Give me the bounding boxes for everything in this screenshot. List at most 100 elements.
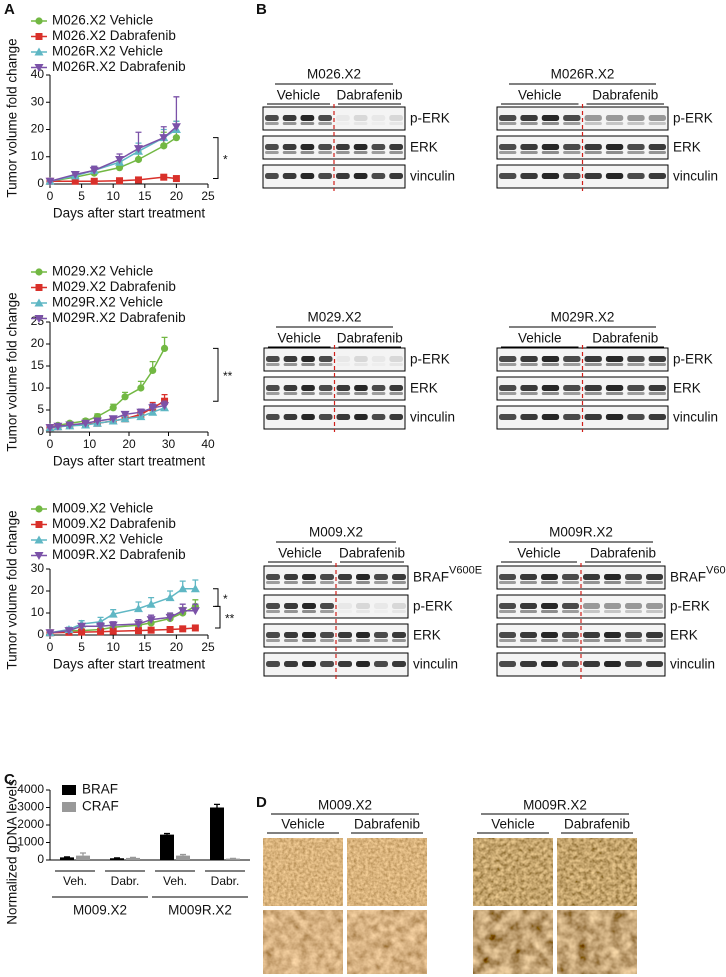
marker: [35, 505, 43, 513]
row-label: BRAFV600E: [413, 564, 482, 584]
band: [604, 639, 621, 642]
row-label: ERK: [413, 627, 441, 642]
column-label: Dabrafenib: [336, 88, 402, 103]
panel-label: D: [256, 794, 267, 811]
band: [562, 610, 579, 613]
x-tick-label: 0: [47, 189, 54, 203]
row-label-text: vinculin: [670, 656, 715, 671]
band: [541, 414, 560, 420]
x-tick-label: 15: [138, 640, 152, 654]
band: [520, 581, 537, 584]
row-label-text: ERK: [673, 380, 701, 395]
row-label-text: ERK: [673, 139, 701, 154]
row-label: p-ERK: [670, 598, 710, 613]
column-label: Dabrafenib: [354, 817, 420, 832]
marker: [191, 624, 199, 632]
band: [389, 173, 403, 179]
x-tick-label: 10: [83, 437, 97, 451]
series-line: [49, 126, 177, 182]
marker: [77, 622, 87, 631]
ihc-title: M009R.X2: [523, 798, 587, 813]
band: [266, 661, 280, 667]
band: [265, 173, 279, 179]
y-tick-label: 20: [31, 583, 45, 597]
band: [541, 574, 558, 580]
row-label-text: p-ERK: [413, 598, 453, 613]
band: [356, 574, 370, 580]
band: [625, 574, 642, 580]
row-label: vinculin: [413, 656, 458, 671]
band: [284, 639, 298, 642]
row-label: ERK: [670, 627, 698, 642]
y-tick-label: 30: [31, 94, 45, 108]
marker: [179, 625, 187, 633]
band: [583, 632, 600, 638]
band: [371, 151, 386, 154]
band: [336, 173, 350, 179]
band: [318, 122, 332, 125]
bar: [176, 855, 190, 860]
legend-label: BRAF: [82, 782, 118, 797]
band: [605, 115, 624, 121]
band: [541, 610, 558, 613]
marker: [71, 177, 79, 185]
x-axis-label: Days after start treatment: [53, 454, 206, 469]
panel-label: A: [4, 1, 15, 18]
band: [320, 632, 334, 638]
band: [627, 414, 645, 420]
band: [266, 610, 280, 613]
band: [338, 610, 352, 613]
y-tick-label: 15: [31, 358, 45, 372]
band: [583, 639, 600, 642]
row-label: vinculin: [673, 168, 718, 183]
band: [389, 356, 403, 362]
ihc-title: M009.X2: [318, 798, 372, 813]
band: [499, 610, 516, 613]
marker: [70, 170, 80, 179]
band: [648, 115, 666, 121]
band: [584, 392, 602, 395]
marker: [165, 593, 175, 602]
row-label-text: BRAF: [670, 569, 706, 584]
legend-swatch: [62, 785, 76, 795]
band: [563, 144, 581, 150]
band: [646, 632, 663, 638]
band: [266, 581, 280, 584]
row-label-text: p-ERK: [410, 110, 450, 125]
band: [520, 610, 537, 613]
group-label: M009R.X2: [168, 903, 232, 918]
marker: [146, 616, 156, 625]
y-axis-label: Tumor volume fold change: [5, 38, 20, 197]
band: [648, 173, 666, 179]
band: [389, 115, 403, 121]
band: [562, 603, 579, 609]
column-label: Vehicle: [278, 546, 322, 561]
band: [336, 122, 350, 125]
band: [374, 639, 388, 642]
band: [284, 661, 298, 667]
legend-label: M029R.X2 Dabrafenib: [52, 310, 186, 325]
band: [648, 414, 666, 420]
band: [563, 392, 581, 395]
band: [392, 639, 406, 642]
legend-label: M009.X2 Vehicle: [52, 501, 153, 516]
series-line: [49, 627, 196, 634]
band: [302, 661, 316, 667]
band: [499, 356, 517, 362]
band: [336, 356, 351, 362]
band: [648, 392, 666, 395]
band: [605, 356, 624, 362]
y-tick-label: 0: [37, 852, 44, 866]
marker: [136, 408, 146, 417]
marker: [89, 166, 99, 175]
band: [520, 356, 538, 362]
band: [301, 385, 315, 391]
error-bar: [180, 853, 186, 856]
marker: [171, 123, 181, 132]
row-label-superscript: V600E: [706, 564, 726, 576]
group-label: M009.X2: [73, 903, 127, 918]
error-bar: [214, 803, 220, 808]
row-label: vinculin: [410, 168, 455, 183]
row-label-text: vinculin: [673, 409, 718, 424]
column-label: Dabrafenib: [592, 88, 658, 103]
